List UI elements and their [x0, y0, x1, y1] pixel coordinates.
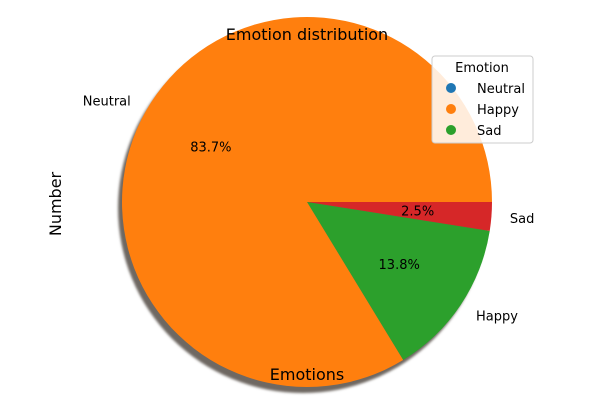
legend-title: Emotion	[455, 61, 509, 76]
pie-slice-happy	[307, 202, 490, 361]
legend-label-neutral: Neutral	[477, 82, 525, 97]
chart-title: Emotion distribution	[226, 25, 388, 44]
y-axis-label: Number	[46, 171, 65, 236]
pie-slices	[122, 17, 492, 388]
legend-label-sad: Sad	[477, 124, 501, 139]
legend: Emotion Neutral Happy Sad	[431, 55, 534, 144]
slice-labels: Sad 2.5% Happy 13.8% Neutral 83.7%	[83, 94, 535, 324]
slice-percent-sad: 2.5%	[401, 205, 434, 220]
slice-label-sad: Sad	[510, 212, 534, 227]
legend-marker-happy	[446, 104, 456, 114]
legend-marker-neutral	[446, 83, 456, 93]
legend-label-happy: Happy	[477, 103, 519, 118]
slice-percent-happy: 13.8%	[379, 258, 420, 273]
slice-percent-neutral: 83.7%	[190, 141, 231, 156]
slice-label-happy: Happy	[476, 309, 518, 324]
slice-label-neutral: Neutral	[83, 94, 131, 109]
legend-marker-sad	[446, 125, 456, 135]
x-axis-label: Emotions	[270, 365, 344, 384]
pie-slice-neutral	[122, 17, 492, 388]
legend-frame	[431, 55, 534, 144]
pie-slice-sad	[307, 202, 492, 231]
